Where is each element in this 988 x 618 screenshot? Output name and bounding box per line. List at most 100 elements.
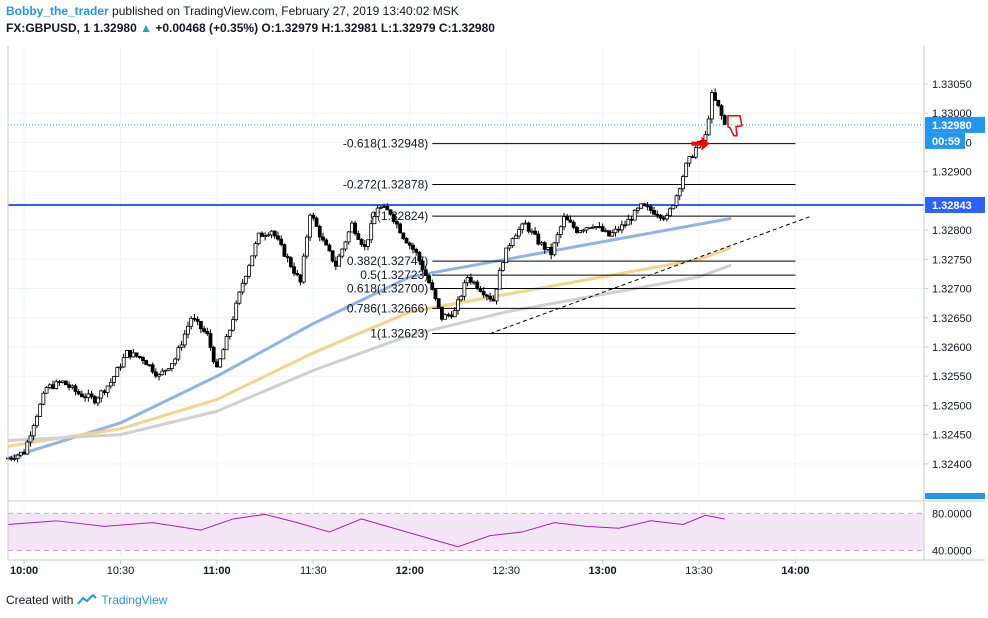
candle-body[interactable] bbox=[115, 367, 120, 377]
candle-body[interactable] bbox=[237, 291, 242, 304]
candle-body[interactable] bbox=[401, 232, 406, 239]
candle-body[interactable] bbox=[427, 275, 431, 284]
candle-body[interactable] bbox=[671, 205, 676, 210]
candle-body[interactable] bbox=[681, 176, 685, 190]
candle-body[interactable] bbox=[645, 205, 650, 208]
candle-body[interactable] bbox=[298, 274, 303, 283]
candle-body[interactable] bbox=[317, 225, 322, 238]
candle-body[interactable] bbox=[417, 251, 422, 262]
candle-body[interactable] bbox=[57, 381, 62, 384]
candle-body[interactable] bbox=[224, 336, 229, 351]
candle-body[interactable] bbox=[35, 415, 39, 427]
candle-body[interactable] bbox=[356, 233, 361, 240]
candle-body[interactable] bbox=[603, 230, 608, 233]
candle-body[interactable] bbox=[488, 295, 493, 300]
candle-body[interactable] bbox=[642, 203, 647, 207]
candle-body[interactable] bbox=[327, 244, 332, 252]
candle-body[interactable] bbox=[89, 393, 94, 398]
candle-body[interactable] bbox=[343, 241, 348, 250]
candle-body[interactable] bbox=[581, 229, 586, 232]
candle-body[interactable] bbox=[38, 403, 43, 417]
candle-body[interactable] bbox=[250, 255, 255, 267]
candle-body[interactable] bbox=[591, 226, 595, 229]
rsi-pane[interactable] bbox=[7, 506, 924, 556]
candle-body[interactable] bbox=[684, 162, 689, 177]
candle-body[interactable] bbox=[607, 230, 611, 237]
candle-body[interactable] bbox=[430, 282, 435, 290]
candle-body[interactable] bbox=[311, 214, 316, 219]
author-name[interactable]: Bobby_the_trader bbox=[6, 4, 109, 18]
candle-body[interactable] bbox=[121, 357, 126, 368]
candle-body[interactable] bbox=[247, 265, 251, 277]
candle-body[interactable] bbox=[529, 230, 534, 233]
candle-body[interactable] bbox=[333, 260, 338, 267]
candle-body[interactable] bbox=[346, 231, 351, 243]
rsi-line[interactable] bbox=[7, 513, 725, 548]
candle-body[interactable] bbox=[340, 248, 345, 257]
candle-body[interactable] bbox=[31, 425, 36, 437]
candle-body[interactable] bbox=[240, 282, 245, 293]
candle-body[interactable] bbox=[398, 223, 403, 234]
candle-body[interactable] bbox=[584, 227, 589, 231]
candle-body[interactable] bbox=[674, 195, 679, 206]
candle-body[interactable] bbox=[648, 206, 653, 211]
candle-body[interactable] bbox=[288, 257, 293, 268]
candle-body[interactable] bbox=[558, 226, 563, 235]
candle-body[interactable] bbox=[388, 209, 393, 215]
candle-body[interactable] bbox=[716, 99, 721, 106]
candle-body[interactable] bbox=[655, 213, 660, 216]
candle-body[interactable] bbox=[234, 302, 239, 321]
candle-body[interactable] bbox=[15, 454, 20, 460]
candle-body[interactable] bbox=[253, 243, 258, 257]
candle-body[interactable] bbox=[182, 333, 187, 346]
candle-body[interactable] bbox=[118, 366, 123, 369]
moving-average-line[interactable] bbox=[7, 246, 732, 448]
candle-body[interactable] bbox=[439, 306, 444, 320]
candle-body[interactable] bbox=[713, 92, 717, 101]
candle-body[interactable] bbox=[664, 215, 669, 220]
candle-body[interactable] bbox=[562, 216, 566, 228]
candle-body[interactable] bbox=[658, 214, 663, 219]
candle-body[interactable] bbox=[47, 384, 52, 388]
candle-body[interactable] bbox=[205, 330, 210, 334]
candle-body[interactable] bbox=[18, 451, 23, 456]
candle-body[interactable] bbox=[465, 277, 470, 284]
candle-body[interactable] bbox=[67, 384, 71, 388]
candle-body[interactable] bbox=[266, 234, 271, 237]
candle-body[interactable] bbox=[12, 458, 17, 461]
candle-body[interactable] bbox=[137, 355, 142, 358]
candle-body[interactable] bbox=[494, 288, 499, 302]
candle-body[interactable] bbox=[314, 217, 319, 227]
candle-body[interactable] bbox=[99, 390, 104, 399]
candle-body[interactable] bbox=[76, 391, 81, 395]
candle-body[interactable] bbox=[623, 224, 627, 227]
candle-body[interactable] bbox=[687, 156, 692, 164]
candle-body[interactable] bbox=[610, 232, 615, 237]
candle-body[interactable] bbox=[92, 396, 97, 404]
candle-body[interactable] bbox=[600, 226, 605, 232]
tradingview-brand[interactable]: TradingView bbox=[101, 593, 168, 607]
candle-body[interactable] bbox=[420, 260, 425, 271]
candle-body[interactable] bbox=[211, 346, 216, 363]
candle-body[interactable] bbox=[497, 269, 502, 290]
candle-body[interactable] bbox=[484, 294, 489, 297]
candle-body[interactable] bbox=[86, 393, 91, 399]
candle-body[interactable] bbox=[587, 227, 592, 230]
candle-body[interactable] bbox=[372, 216, 377, 225]
candle-body[interactable] bbox=[198, 320, 203, 330]
chart-canvas[interactable]: -0.618(1.32948) -0.272(1.32878) 0(1.32824)… bbox=[0, 0, 988, 585]
candle-body[interactable] bbox=[616, 228, 621, 231]
candle-body[interactable] bbox=[112, 376, 116, 383]
candle-body[interactable] bbox=[28, 435, 33, 443]
candle-body[interactable] bbox=[102, 390, 107, 393]
candle-body[interactable] bbox=[272, 230, 277, 237]
candle-body[interactable] bbox=[639, 203, 644, 209]
candle-body[interactable] bbox=[407, 242, 412, 246]
candle-body[interactable] bbox=[369, 223, 374, 241]
candle-body[interactable] bbox=[150, 364, 155, 373]
candle-body[interactable] bbox=[693, 147, 698, 158]
candle-body[interactable] bbox=[350, 222, 354, 233]
candle-body[interactable] bbox=[510, 238, 515, 247]
candle-body[interactable] bbox=[391, 213, 396, 222]
candle-body[interactable] bbox=[661, 217, 666, 220]
